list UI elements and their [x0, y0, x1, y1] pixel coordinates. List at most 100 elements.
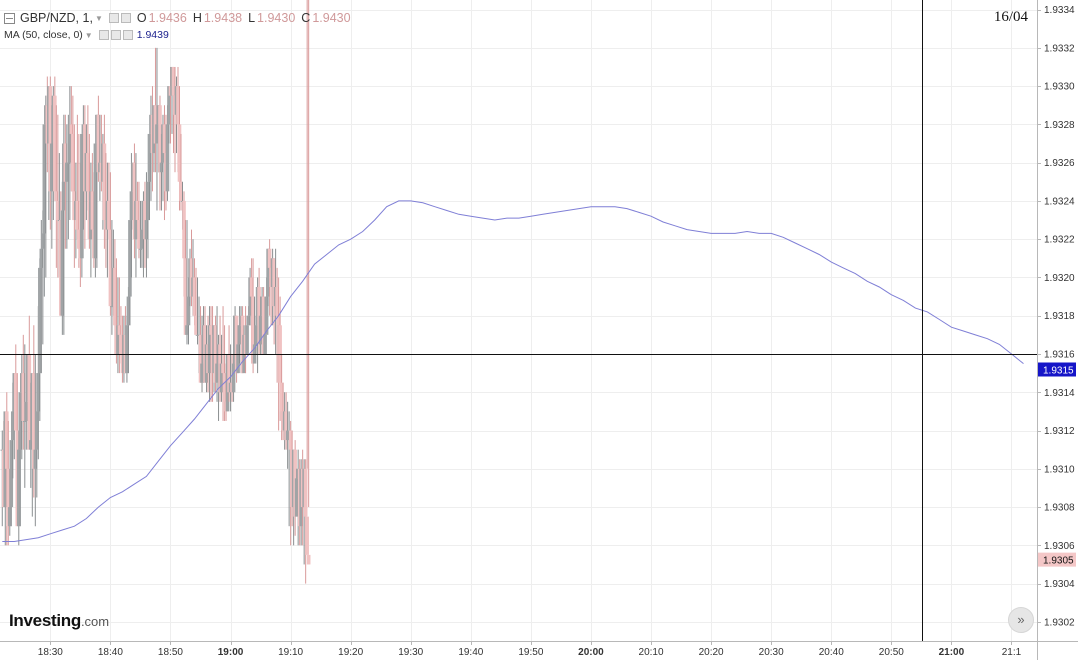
- crosshair-price-label: 1.9315: [1043, 366, 1074, 377]
- candle-body: [80, 133, 84, 259]
- y-tick-label: 1.9310: [1044, 464, 1075, 475]
- candle-body: [147, 133, 152, 182]
- visibility-icon[interactable]: [108, 13, 119, 23]
- settings-icon[interactable]: [120, 13, 131, 23]
- candle-body: [75, 200, 80, 230]
- x-tick-label: 18:30: [38, 647, 63, 658]
- x-tick-label: 20:00: [578, 647, 604, 658]
- candle-body: [263, 334, 267, 354]
- x-tick-label: 19:30: [398, 647, 423, 658]
- candle-body: [60, 210, 65, 316]
- candle-body: [126, 296, 131, 326]
- candle-body: [129, 191, 134, 221]
- candle-body: [144, 220, 149, 240]
- candle-body: [279, 382, 284, 412]
- crosshair-price-tag: [1038, 362, 1076, 377]
- candle-body: [125, 325, 129, 374]
- y-tick-label: 1.9324: [1044, 196, 1075, 207]
- scroll-to-latest-button[interactable]: »: [1008, 607, 1034, 633]
- candle-body: [69, 124, 74, 134]
- candle-body: [128, 220, 132, 297]
- candle-body: [138, 248, 143, 250]
- candle-body: [108, 229, 113, 307]
- collapse-icon[interactable]: [4, 12, 15, 24]
- candle-body: [254, 325, 258, 345]
- x-tick-label: 19:10: [278, 647, 303, 658]
- y-tick-label: 1.9314: [1044, 388, 1075, 399]
- y-tick-label: 1.9304: [1044, 579, 1075, 590]
- candle-body: [90, 191, 95, 230]
- candle-body: [227, 353, 231, 393]
- x-tick-label: 19:40: [458, 647, 483, 658]
- candle-body: [65, 162, 69, 182]
- y-tick-label: 1.9308: [1044, 503, 1075, 514]
- investing-logo: Investing.com: [9, 611, 109, 631]
- y-tick-label: 1.9332: [1044, 43, 1075, 54]
- candle-body: [135, 200, 140, 221]
- last-price-tag: [1038, 552, 1076, 567]
- candle-body: [53, 95, 57, 192]
- candle-body: [27, 353, 32, 450]
- y-tick-label: 1.9312: [1044, 426, 1075, 437]
- candle-body: [207, 325, 212, 374]
- candle-body: [96, 114, 101, 173]
- candle-body: [116, 325, 120, 354]
- candle-body: [137, 220, 141, 249]
- candle-body: [246, 315, 251, 326]
- candle-body: [42, 124, 47, 234]
- candle-body: [165, 124, 170, 192]
- x-tick-label: 20:40: [819, 647, 844, 658]
- candle-body: [159, 162, 164, 173]
- candle-body: [251, 296, 255, 364]
- candle-body: [264, 296, 269, 335]
- candle-body: [54, 191, 59, 201]
- high-label: H: [192, 11, 202, 25]
- candle-body: [183, 258, 188, 335]
- candle-body: [303, 468, 308, 517]
- candle-body: [32, 373, 36, 469]
- low-label: L: [248, 11, 256, 25]
- symbol-label: GBP/NZD, 1,: [20, 11, 93, 25]
- x-tick-label: 18:50: [158, 647, 183, 658]
- chevron-down-icon[interactable]: ▼: [94, 13, 103, 23]
- candle-body: [24, 401, 29, 421]
- settings-icon[interactable]: [110, 30, 121, 40]
- candle-body: [93, 143, 98, 259]
- candle-body: [36, 373, 41, 412]
- candle-body: [29, 440, 33, 450]
- candle-body: [276, 315, 281, 326]
- y-tick-label: 1.9316: [1044, 349, 1075, 360]
- candle-body: [288, 430, 293, 450]
- candle-body: [185, 325, 189, 335]
- candle-body: [272, 258, 276, 307]
- candle-body: [155, 124, 159, 144]
- y-axis-area: [1037, 0, 1078, 660]
- close-label: C: [301, 11, 311, 25]
- candle-body: [16, 449, 21, 527]
- close-value: 1.9430: [312, 11, 351, 25]
- candle-body: [119, 334, 123, 354]
- x-tick-label: 21:1: [1002, 647, 1022, 658]
- candle-body: [305, 516, 309, 555]
- candle-body: [21, 373, 26, 421]
- candle-body: [13, 373, 18, 431]
- y-tick-label: 1.9302: [1044, 617, 1075, 628]
- x-tick-label: 20:20: [699, 647, 724, 658]
- x-tick-label: 19:00: [218, 647, 244, 658]
- candle-body: [219, 363, 224, 393]
- candle-body: [236, 344, 240, 374]
- chevron-down-icon[interactable]: ▼: [84, 30, 93, 40]
- visibility-icon[interactable]: [98, 30, 109, 40]
- close-icon[interactable]: [122, 30, 133, 40]
- y-tick-label: 1.9320: [1044, 273, 1075, 284]
- y-tick-label: 1.9322: [1044, 235, 1075, 246]
- candle-body: [167, 86, 171, 125]
- candle-body: [146, 181, 150, 221]
- candle-body: [294, 478, 299, 517]
- candle-body: [252, 344, 257, 364]
- ma-line: [2, 200, 1024, 542]
- last-price-label: 1.9305: [1043, 556, 1074, 567]
- candle-body: [66, 162, 71, 164]
